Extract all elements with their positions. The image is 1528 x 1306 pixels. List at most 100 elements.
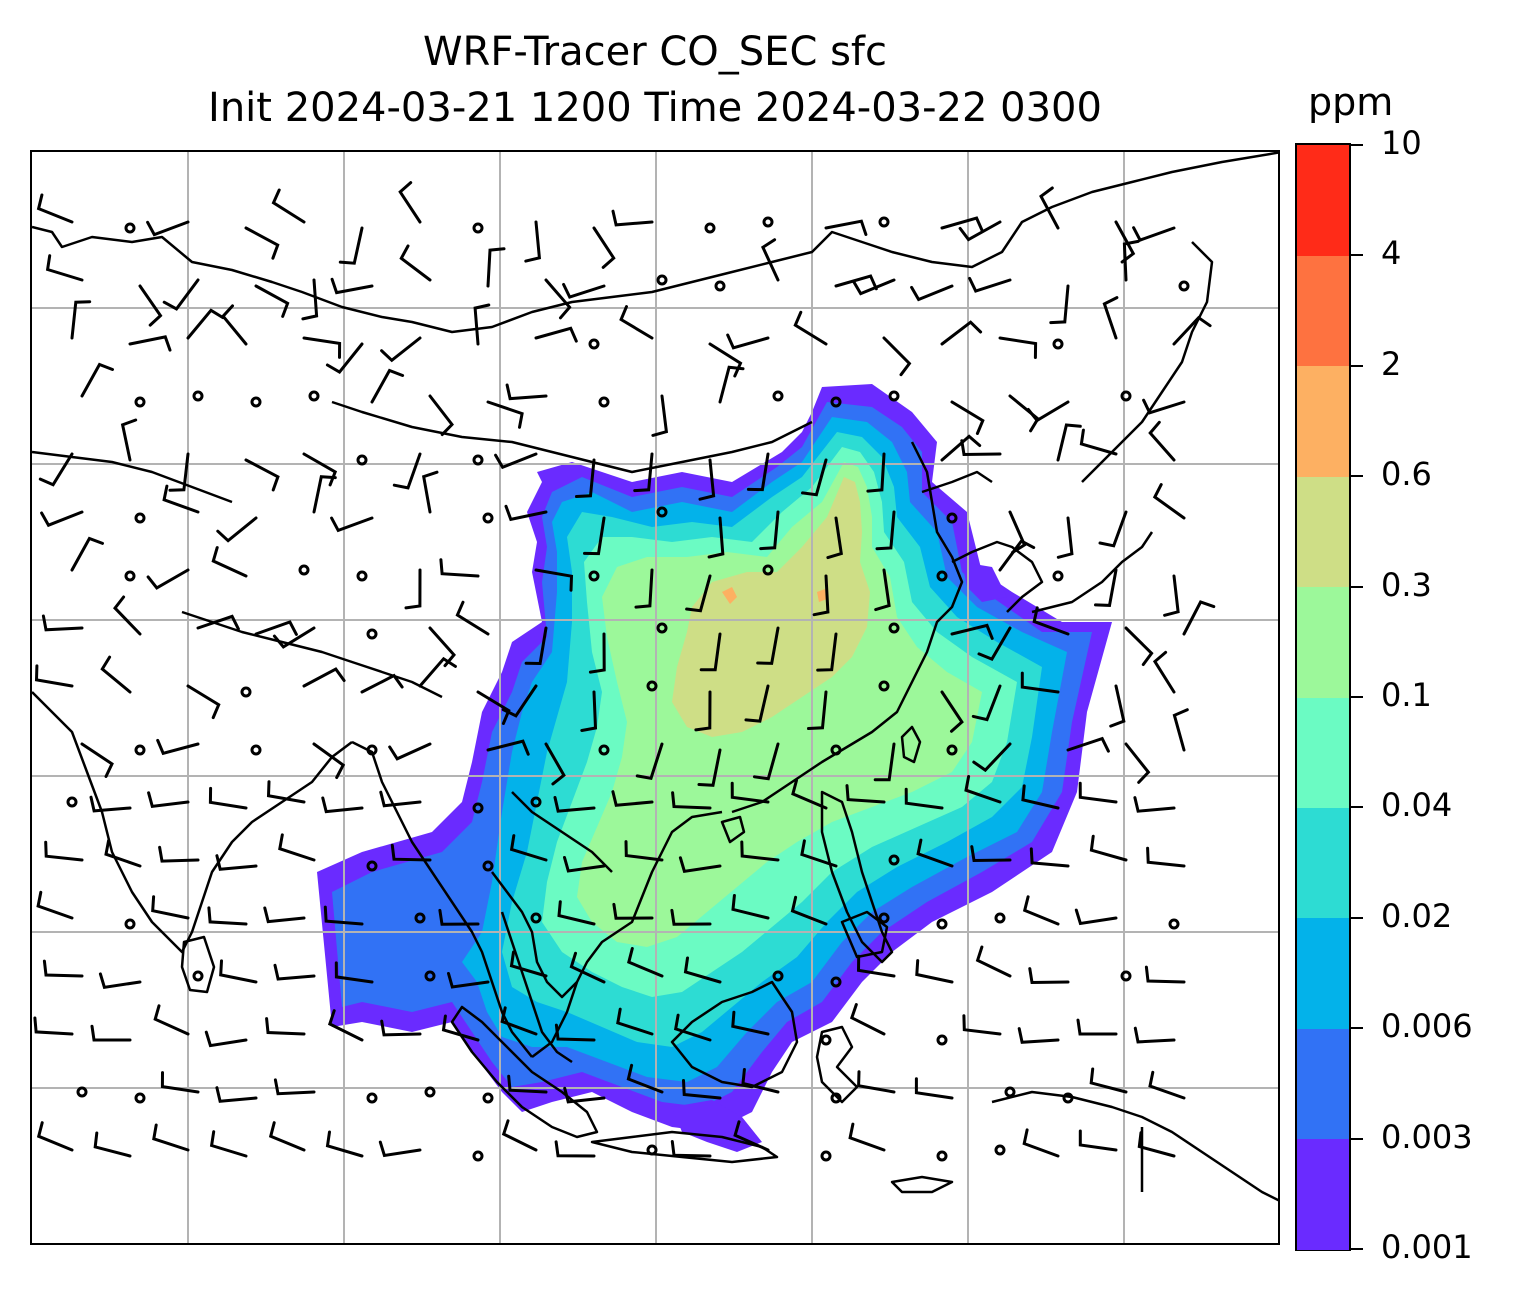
calm-wind-marker xyxy=(366,1092,378,1104)
wind-barb xyxy=(882,336,912,377)
wind-barb xyxy=(569,951,606,984)
calm-wind-marker xyxy=(424,1086,436,1098)
wind-barb xyxy=(428,394,454,437)
wind-barb xyxy=(1102,296,1119,340)
coastline-borneo xyxy=(670,980,799,1089)
wind-barb xyxy=(272,626,316,649)
coastline-newguinea xyxy=(991,1090,1278,1202)
wind-barb xyxy=(1182,600,1216,636)
wind-barb xyxy=(1020,671,1060,694)
wind-barb xyxy=(1142,398,1186,415)
wind-barb xyxy=(447,972,490,989)
wind-barb xyxy=(746,452,770,492)
wind-barb xyxy=(162,484,200,514)
wind-barb xyxy=(151,895,190,920)
wind-barb xyxy=(741,1068,780,1094)
wind-barb xyxy=(146,220,190,237)
wind-barb xyxy=(726,333,770,350)
coastline-indochina xyxy=(531,810,723,1058)
wind-barb xyxy=(759,510,780,551)
colorbar-tick xyxy=(1351,254,1363,257)
plume-java-patch xyxy=(672,1100,762,1152)
wind-barb xyxy=(816,632,838,672)
calm-wind-marker xyxy=(588,570,600,582)
wind-barb xyxy=(196,614,240,631)
wind-barb xyxy=(476,690,511,725)
wind-barb xyxy=(624,840,664,862)
wind-barb xyxy=(975,945,1012,978)
wind-barb xyxy=(153,1004,190,1036)
wind-barb xyxy=(1172,315,1212,346)
colorbar-tick-label: 0.3 xyxy=(1381,565,1432,604)
coastline-java xyxy=(590,1130,779,1164)
colorbar-tick xyxy=(1351,364,1363,367)
wind-barb xyxy=(360,673,404,694)
wind-barb xyxy=(730,781,770,804)
colorbar-segment xyxy=(1297,586,1349,698)
calm-wind-marker xyxy=(134,1092,146,1104)
wind-barb xyxy=(1163,574,1180,617)
wind-barb xyxy=(916,838,954,868)
coastline-japan xyxy=(1081,241,1214,483)
wind-barb xyxy=(977,626,1012,661)
wind-barb xyxy=(507,1074,548,1094)
wind-barb xyxy=(268,1121,306,1152)
wind-barb xyxy=(910,284,954,302)
wind-barb xyxy=(940,690,964,733)
calm-wind-marker xyxy=(124,570,136,582)
calm-wind-marker xyxy=(1004,1086,1016,1098)
wind-barb xyxy=(98,972,142,989)
wind-barb xyxy=(1017,1027,1060,1044)
wind-barb xyxy=(301,278,319,321)
tracer-plume xyxy=(317,384,1112,1152)
calm-wind-marker xyxy=(134,396,146,408)
wind-barb xyxy=(1094,568,1118,607)
wind-barb xyxy=(740,840,780,862)
wind-barb xyxy=(671,791,712,810)
wind-barb xyxy=(418,656,457,688)
coastline-korea xyxy=(951,540,1044,613)
wind-barb xyxy=(501,684,538,718)
wind-barb xyxy=(219,959,258,984)
calm-wind-marker xyxy=(762,564,774,576)
wind-barb xyxy=(971,684,1002,722)
wind-barb xyxy=(845,784,886,804)
wind-barb xyxy=(327,1009,364,1042)
wind-barb xyxy=(801,458,828,497)
wind-barb xyxy=(699,632,722,672)
wind-barb xyxy=(718,365,745,404)
wind-barb xyxy=(273,1078,316,1096)
wind-barb xyxy=(44,840,84,862)
calm-wind-marker xyxy=(366,744,378,756)
wind-barb xyxy=(1029,847,1070,868)
calm-wind-marker xyxy=(76,1086,88,1098)
wind-barb xyxy=(380,336,422,363)
calm-wind-marker xyxy=(356,454,368,466)
wind-barb xyxy=(1079,428,1118,456)
colorbar-tick xyxy=(1351,585,1363,588)
calm-wind-marker xyxy=(530,912,542,924)
wind-barb xyxy=(494,452,538,470)
wind-barb xyxy=(334,961,374,984)
wind-barb xyxy=(756,626,780,665)
wind-barb xyxy=(1056,516,1074,559)
wind-barb xyxy=(553,796,596,813)
map-panel[interactable] xyxy=(30,150,1280,1245)
wind-barb xyxy=(152,1123,190,1152)
colorbar-tick-label: 0.1 xyxy=(1381,676,1432,714)
calm-wind-marker xyxy=(356,570,368,582)
calm-wind-marker xyxy=(888,622,900,634)
wind-barb xyxy=(486,400,524,429)
wind-barb xyxy=(1078,781,1118,804)
wind-barb xyxy=(826,516,843,560)
plume-level-8 xyxy=(722,587,827,604)
wind-barb xyxy=(244,458,280,492)
wind-barb xyxy=(302,452,338,487)
calm-wind-marker xyxy=(472,222,484,234)
colorbar-segment xyxy=(1297,1138,1349,1250)
wind-barb xyxy=(583,516,606,556)
wind-barb xyxy=(849,1003,886,1036)
wind-barb xyxy=(915,959,954,984)
wind-barb xyxy=(998,336,1038,359)
wind-barb xyxy=(866,452,886,493)
